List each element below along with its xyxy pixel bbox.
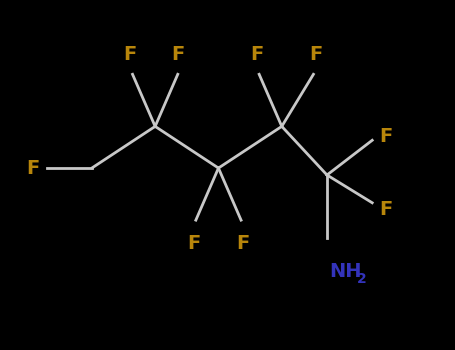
Text: F: F [379,127,392,146]
Text: F: F [250,45,263,64]
Text: F: F [171,45,184,64]
Text: 2: 2 [356,272,366,286]
Text: F: F [124,45,137,64]
Text: F: F [237,234,250,253]
Text: F: F [187,234,200,253]
Text: F: F [379,200,392,219]
Text: F: F [26,159,40,177]
Text: NH: NH [329,262,362,281]
Text: F: F [309,45,322,64]
